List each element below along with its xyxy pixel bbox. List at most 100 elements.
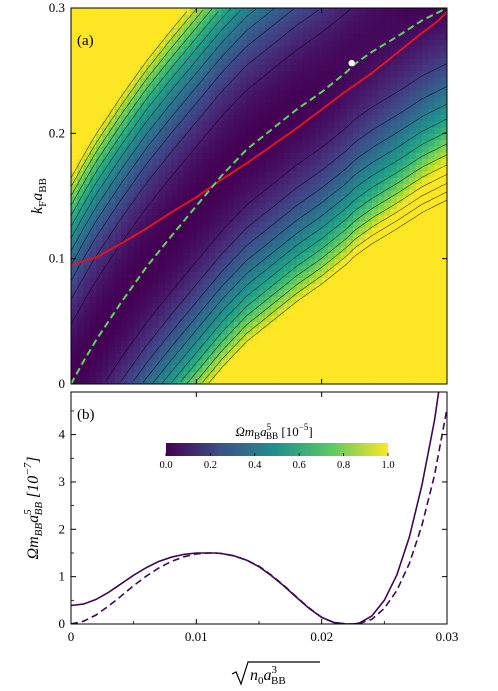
- heatmap-cell: [221, 58, 229, 65]
- heatmap-cell: [321, 145, 329, 153]
- heatmap-cell: [114, 139, 122, 147]
- heatmap-cell: [378, 377, 385, 384]
- panel-b-ylabel: ΩmBBa5BB [10−7]: [22, 457, 45, 560]
- heatmap-cell: [284, 346, 291, 354]
- heatmap-cell: [346, 26, 354, 34]
- heatmap-cell: [202, 371, 210, 379]
- heatmap-cell: [271, 302, 279, 310]
- heatmap-cell: [208, 333, 216, 341]
- heatmap-cell: [259, 26, 266, 34]
- cb-label-sup-b: 5: [267, 422, 272, 432]
- heatmap-cell: [89, 102, 97, 109]
- heatmap-cell: [409, 346, 417, 354]
- heatmap-cell: [353, 315, 360, 322]
- heatmap-cell: [71, 145, 78, 153]
- heatmap-cell: [215, 277, 222, 285]
- heatmap-cell: [221, 377, 229, 384]
- heatmap-cell: [340, 315, 348, 322]
- heatmap-cell: [321, 340, 329, 347]
- heatmap-cell: [265, 321, 273, 329]
- heatmap-cell: [77, 70, 85, 78]
- heatmap-cell: [171, 271, 179, 279]
- heatmap-cell: [290, 352, 298, 360]
- heatmap-cell: [290, 365, 298, 373]
- heatmap-cell: [396, 70, 404, 78]
- heatmap-cell: [71, 183, 78, 191]
- heatmap-cell: [434, 227, 442, 235]
- heatmap-cell: [428, 283, 436, 291]
- heatmap-cell: [246, 321, 254, 329]
- heatmap-cell: [415, 296, 423, 304]
- heatmap-cell: [390, 296, 398, 304]
- heatmap-cell: [165, 271, 172, 279]
- heatmap-cell: [183, 315, 191, 322]
- heatmap-cell: [227, 321, 235, 329]
- colorbar-tick-label: 0.8: [337, 460, 350, 471]
- heatmap-cell: [371, 120, 379, 128]
- heatmap-cell: [284, 214, 291, 222]
- heatmap-cell: [440, 365, 447, 373]
- heatmap-cell: [277, 33, 285, 40]
- heatmap-cell: [196, 64, 204, 72]
- heatmap-cell: [102, 258, 110, 266]
- heatmap-cell: [440, 70, 447, 78]
- heatmap-cell: [277, 95, 285, 103]
- heatmap-cell: [177, 302, 185, 310]
- heatmap-cell: [152, 271, 160, 279]
- heatmap-cell: [246, 152, 254, 159]
- heatmap-cell: [114, 83, 122, 91]
- heatmap-cell: [340, 170, 348, 178]
- heatmap-cell: [208, 264, 216, 272]
- heatmap-cell: [284, 102, 291, 109]
- heatmap-cell: [409, 158, 417, 166]
- heatmap-cell: [378, 333, 385, 341]
- heatmap-cell: [384, 39, 392, 47]
- heatmap-cell: [334, 139, 342, 147]
- heatmap-cell: [321, 239, 329, 247]
- heatmap-cell: [365, 102, 373, 109]
- heatmap-cell: [265, 152, 273, 159]
- heatmap-cell: [378, 290, 385, 297]
- heatmap-cell: [315, 152, 323, 159]
- heatmap-cell: [290, 233, 298, 241]
- heatmap-cell: [171, 8, 179, 15]
- heatmap-cell: [259, 120, 266, 128]
- heatmap-cell: [378, 365, 385, 373]
- heatmap-cell: [409, 127, 417, 134]
- heatmap-cell: [284, 76, 291, 84]
- heatmap-cell: [321, 315, 329, 322]
- heatmap-cell: [77, 64, 85, 72]
- heatmap-cell: [265, 133, 273, 141]
- heatmap-cell: [296, 189, 304, 197]
- heatmap-cell: [146, 277, 154, 285]
- heatmap-cell: [378, 183, 385, 191]
- heatmap-cell: [114, 227, 122, 235]
- heatmap-cell: [403, 95, 410, 103]
- heatmap-cell: [390, 45, 398, 53]
- heatmap-cell: [265, 239, 273, 247]
- heatmap-cell: [271, 371, 279, 379]
- heatmap-cell: [384, 45, 392, 53]
- heatmap-cell: [190, 264, 197, 272]
- heatmap-cell: [146, 83, 154, 91]
- heatmap-cell: [127, 277, 135, 285]
- heatmap-cell: [277, 133, 285, 141]
- heatmap-cell: [409, 302, 417, 310]
- heatmap-cell: [378, 139, 385, 147]
- heatmap-cell: [277, 221, 285, 228]
- heatmap-cell: [384, 258, 392, 266]
- heatmap-cell: [227, 352, 235, 360]
- heatmap-cell: [139, 258, 147, 266]
- heatmap-cell: [321, 321, 329, 329]
- heatmap-cell: [296, 365, 304, 373]
- heatmap-cell: [309, 233, 316, 241]
- heatmap-cell: [165, 14, 172, 22]
- heatmap-cell: [171, 108, 179, 116]
- heatmap-cell: [227, 158, 235, 166]
- heatmap-cell: [71, 189, 78, 197]
- heatmap-cell: [127, 164, 135, 172]
- heatmap-cell: [302, 158, 310, 166]
- heatmap-cell: [321, 283, 329, 291]
- heatmap-cell: [208, 95, 216, 103]
- heatmap-cell: [440, 239, 447, 247]
